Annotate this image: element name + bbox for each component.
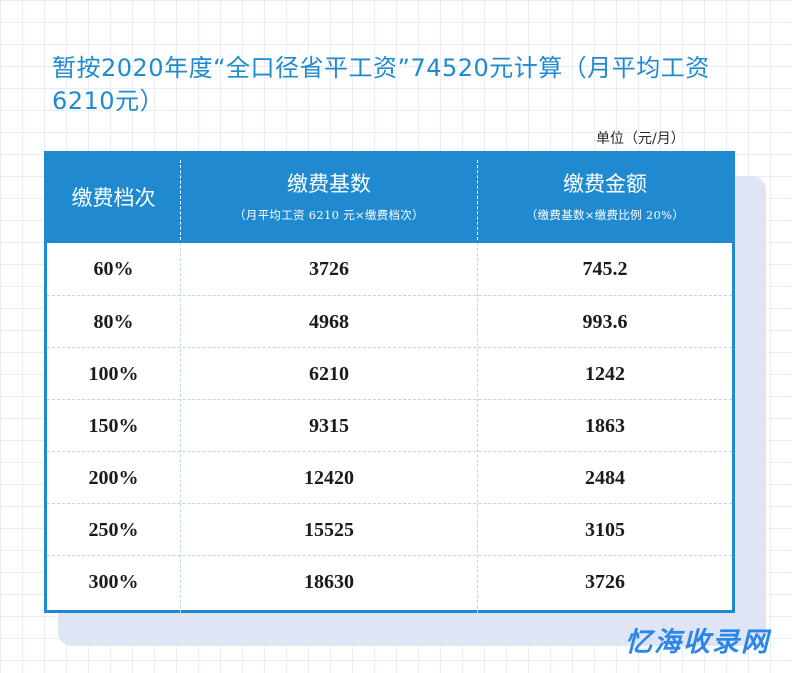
amount-cell: 3726 [585, 571, 625, 593]
table-row: 150% 9315 1863 [47, 399, 732, 452]
header-amount-formula: （缴费基数×缴费比例 20%） [525, 208, 685, 222]
table-row: 200% 12420 2484 [47, 451, 732, 504]
column-divider [477, 243, 478, 613]
contribution-table: 缴费档次 缴费基数 （月平均工资 6210 元×缴费档次） 缴费金额 （缴费基数… [44, 151, 735, 613]
table-row: 100% 6210 1242 [47, 347, 732, 400]
grade-cell: 80% [93, 311, 134, 333]
table-row: 60% 3726 745.2 [47, 243, 732, 295]
header-amount: 缴费金额 （缴费基数×缴费比例 20%） [478, 154, 732, 243]
base-cell: 6210 [309, 363, 349, 385]
grade-cell: 150% [88, 415, 139, 437]
grade-cell: 300% [88, 571, 139, 593]
base-cell: 4968 [309, 311, 349, 333]
amount-cell: 2484 [585, 467, 625, 489]
amount-cell: 993.6 [582, 311, 628, 333]
amount-cell: 745.2 [582, 258, 628, 280]
base-cell: 12420 [304, 467, 354, 489]
header-grade-label: 缴费档次 [71, 186, 156, 210]
grade-cell: 100% [88, 363, 139, 385]
header-base-label: 缴费基数 [287, 172, 371, 196]
grade-cell: 250% [88, 519, 139, 541]
unit-label: 单位（元/月） [596, 131, 685, 147]
base-cell: 9315 [309, 415, 349, 437]
header-base-formula: （月平均工资 6210 元×缴费档次） [234, 208, 424, 222]
header-base: 缴费基数 （月平均工资 6210 元×缴费档次） [181, 154, 477, 243]
header-amount-label: 缴费金额 [563, 172, 647, 196]
column-divider [180, 243, 181, 613]
header-divider [477, 160, 478, 240]
grade-cell: 60% [93, 258, 134, 280]
header-grade: 缴费档次 [47, 154, 180, 243]
header-divider [180, 160, 181, 240]
amount-cell: 3105 [585, 519, 625, 541]
table-row: 300% 18630 3726 [47, 555, 732, 608]
amount-cell: 1863 [585, 415, 625, 437]
table-row: 80% 4968 993.6 [47, 295, 732, 348]
table-row: 250% 15525 3105 [47, 503, 732, 556]
grade-cell: 200% [88, 467, 139, 489]
site-watermark: 忆海收录网 [625, 627, 770, 658]
base-cell: 15525 [304, 519, 354, 541]
base-cell: 18630 [304, 571, 354, 593]
amount-cell: 1242 [585, 363, 625, 385]
table-header: 缴费档次 缴费基数 （月平均工资 6210 元×缴费档次） 缴费金额 （缴费基数… [47, 154, 732, 243]
headline: 暂按2020年度“全口径省平工资”74520元计算（月平均工资6210元） [52, 54, 710, 115]
base-cell: 3726 [309, 258, 349, 280]
